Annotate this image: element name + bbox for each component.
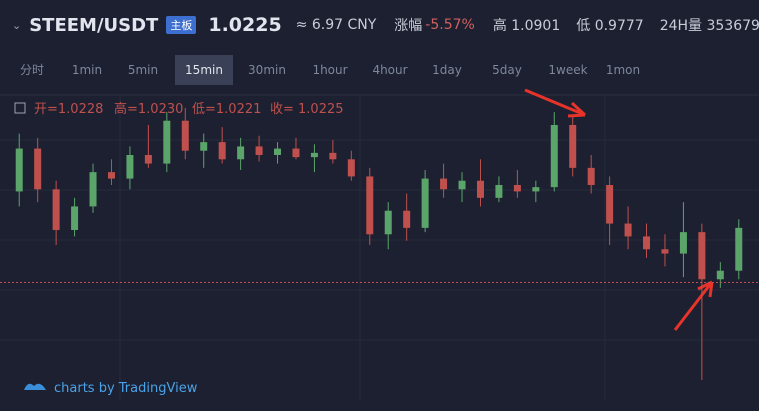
candle-body <box>458 180 466 190</box>
candle-body <box>163 120 171 164</box>
candle-body <box>643 236 651 250</box>
dropdown-icon[interactable]: ⌄ <box>12 18 22 32</box>
candle-body <box>292 148 300 158</box>
candle-body <box>237 146 245 160</box>
interval-tab[interactable]: 5day <box>492 63 522 77</box>
candle-body <box>716 270 724 280</box>
candle-body <box>181 120 189 151</box>
interval-tab[interactable]: 5min <box>127 63 159 77</box>
interval-tab[interactable]: 1hour <box>312 63 348 77</box>
candle-body <box>624 223 632 237</box>
candle-body <box>89 172 97 207</box>
candle-body <box>329 152 337 160</box>
candle-body <box>274 148 282 155</box>
candle-body <box>200 142 208 151</box>
logo-icon <box>24 383 46 390</box>
candle-body <box>144 155 152 164</box>
interval-tabs: 分时 1min 5min 15min 30min 1hour 4hour 1day 5day 1w… <box>0 55 759 85</box>
footer-text: charts by TradingView <box>54 381 198 396</box>
candle-body <box>679 232 687 254</box>
candle-body <box>403 210 411 228</box>
candle-body <box>440 178 448 190</box>
interval-tab[interactable]: 1min <box>71 63 103 77</box>
cny-price: ≈ 6.97 CNY <box>295 17 377 33</box>
grid <box>0 95 759 400</box>
candle-body <box>421 178 429 228</box>
high: 高 1.0901 <box>492 18 561 34</box>
candle-body <box>107 172 115 179</box>
volume: 24H量 353679 ST <box>659 18 759 34</box>
interval-tab[interactable]: 分时 <box>19 63 44 77</box>
change-value: -5.57% <box>425 17 475 33</box>
arrow <box>673 280 714 331</box>
candle-body <box>513 185 521 192</box>
candle-body <box>347 159 355 177</box>
last-price: 1.0225 <box>208 14 282 36</box>
interval-tab[interactable]: 15min <box>175 55 233 85</box>
candle-body <box>495 185 503 198</box>
board-tag: 主板 <box>166 16 197 34</box>
interval-tab[interactable]: 1week <box>548 63 588 77</box>
interval-tab[interactable]: 1day <box>432 63 462 77</box>
candle-body <box>255 146 263 155</box>
candle-body <box>71 206 79 230</box>
high-label: 高=1.0230 <box>114 101 183 117</box>
candle-body <box>384 210 392 235</box>
candle-body <box>52 189 60 230</box>
change-label: 涨幅 <box>394 18 423 34</box>
candle-body <box>34 148 42 190</box>
interval-tab[interactable]: 4hour <box>372 63 408 77</box>
arrow <box>524 88 587 118</box>
candle-body <box>587 167 595 185</box>
ohlc-legend: 开=1.0228 高=1.0230 低=1.0221 收= 1.0225 <box>14 101 344 117</box>
interval-tab[interactable]: 30min <box>248 63 286 77</box>
open-label: 开=1.0228 <box>34 102 103 117</box>
candle-body <box>476 180 484 198</box>
candle-body <box>550 125 558 188</box>
candle-body <box>606 185 614 224</box>
interval-tab[interactable]: 1mon <box>605 63 641 77</box>
candle-body <box>735 227 743 271</box>
candle-body <box>218 142 226 160</box>
candle-body <box>366 176 374 235</box>
candle-body <box>15 148 23 192</box>
candle-body <box>532 187 540 192</box>
header: ⌄ STEEM/USDT 主板 1.0225 ≈ 6.97 CNY 涨幅 -5.… <box>0 0 759 50</box>
legend-icon[interactable] <box>14 102 26 114</box>
low: 低 0.9777 <box>576 18 644 34</box>
symbol[interactable]: STEEM/USDT <box>29 14 159 36</box>
close-label: 收= 1.0225 <box>270 102 344 117</box>
candle-body <box>698 232 706 280</box>
candle-body <box>661 249 669 254</box>
candle-body <box>310 152 318 158</box>
footer-logo[interactable]: charts by TradingView <box>24 381 198 396</box>
candle-body <box>569 125 577 168</box>
candle-body <box>126 155 134 179</box>
low-label: 低=1.0221 <box>192 102 261 117</box>
